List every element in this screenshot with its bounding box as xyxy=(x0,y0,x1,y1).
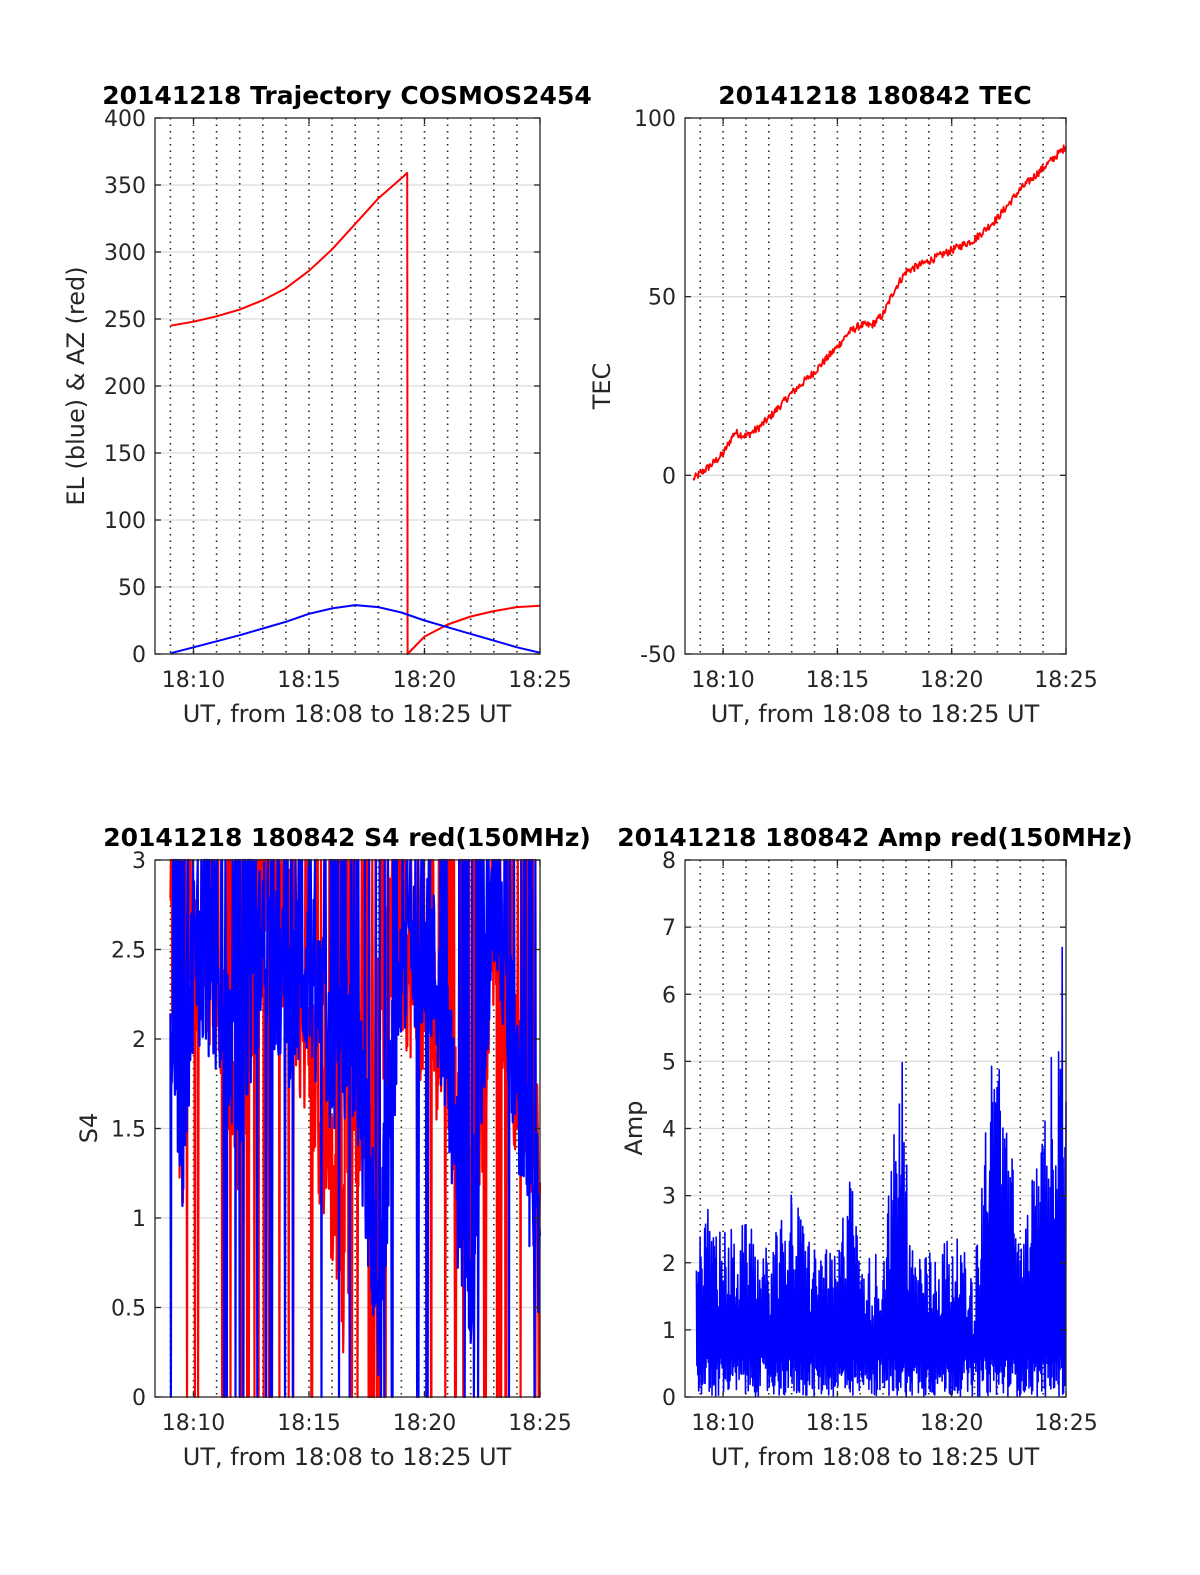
y-tick-label: 350 xyxy=(104,174,146,199)
x-tick-label: 18:20 xyxy=(393,668,456,693)
x-tick-label: 18:15 xyxy=(806,668,869,693)
series-line xyxy=(169,858,542,1399)
x-tick-label: 18:25 xyxy=(508,1411,571,1436)
series-layer xyxy=(692,144,1067,481)
x-tick-label: 18:10 xyxy=(162,1411,225,1436)
plot-area xyxy=(685,118,1066,654)
chart-title: 20141218 180842 S4 red(150MHz) xyxy=(103,823,591,852)
chart-title: 20141218 Trajectory COSMOS2454 xyxy=(102,81,592,110)
panel-amp: 0 1 2 3 4 5 6 7 8 18:10 18:15 18:20 18:25 20141218 … xyxy=(617,823,1133,1471)
y-tick-label: 2 xyxy=(662,1252,676,1277)
y-tick-label: 1 xyxy=(662,1319,676,1344)
x-tick-label: 18:25 xyxy=(1034,668,1097,693)
series-layer xyxy=(695,946,1067,1398)
x-gridlines xyxy=(169,118,518,654)
y-tick-label: 2 xyxy=(132,1028,146,1053)
y-tick-label: 4 xyxy=(662,1118,676,1143)
y-tick-label: 0.5 xyxy=(111,1297,146,1322)
y-tick-label: 50 xyxy=(118,576,146,601)
y-gridlines xyxy=(685,296,1066,476)
series-line xyxy=(170,604,541,655)
x-tick-labels: 18:10 18:15 18:20 18:25 xyxy=(691,1411,1097,1436)
y-tick-labels: 0 50 100 150 200 250 300 350 400 xyxy=(104,107,146,668)
y-axis-label: S4 xyxy=(75,1113,103,1144)
x-axis-label: UT, from 18:08 to 18:25 UT xyxy=(711,1443,1040,1471)
y-tick-label: 200 xyxy=(104,375,146,400)
chart-title: 20141218 180842 Amp red(150MHz) xyxy=(617,823,1133,852)
y-tick-label: 6 xyxy=(662,983,676,1008)
y-tick-label: 50 xyxy=(648,286,676,311)
tick-marks xyxy=(155,117,541,655)
y-tick-label: 150 xyxy=(104,442,146,467)
x-tick-labels: 18:10 18:15 18:20 18:25 xyxy=(162,1411,572,1436)
x-tick-label: 18:25 xyxy=(1034,1411,1097,1436)
panel-trajectory: 0 50 100 150 200 250 300 350 400 18:10 18:15 18:20… xyxy=(62,81,592,728)
x-tick-label: 18:10 xyxy=(162,668,225,693)
x-axis-label: UT, from 18:08 to 18:25 UT xyxy=(183,700,512,728)
y-tick-label: 100 xyxy=(104,509,146,534)
y-gridlines xyxy=(155,184,540,588)
x-tick-label: 18:15 xyxy=(277,668,340,693)
x-tick-label: 18:20 xyxy=(920,1411,983,1436)
x-tick-labels: 18:10 18:15 18:20 18:25 xyxy=(162,668,572,693)
y-tick-label: 2.5 xyxy=(111,939,146,964)
x-axis-label: UT, from 18:08 to 18:25 UT xyxy=(183,1443,512,1471)
series-line xyxy=(170,171,541,655)
y-tick-label: 5 xyxy=(662,1050,676,1075)
y-tick-labels: -50 0 50 100 xyxy=(634,107,676,668)
y-tick-label: 100 xyxy=(634,107,676,132)
tick-marks xyxy=(685,859,1067,1398)
x-axis-label: UT, from 18:08 to 18:25 UT xyxy=(711,700,1040,728)
y-tick-label: 3 xyxy=(132,849,146,874)
x-tick-label: 18:25 xyxy=(508,668,571,693)
y-tick-label: 1 xyxy=(132,1207,146,1232)
x-tick-labels: 18:10 18:15 18:20 18:25 xyxy=(691,668,1097,693)
x-gridlines xyxy=(699,118,1044,654)
x-tick-label: 18:20 xyxy=(393,1411,456,1436)
x-tick-label: 18:10 xyxy=(691,1411,754,1436)
y-tick-label: 0 xyxy=(662,464,676,489)
y-tick-label: 250 xyxy=(104,308,146,333)
y-tick-labels: 0 1 2 3 4 5 6 7 8 xyxy=(662,849,676,1411)
y-tick-label: -50 xyxy=(640,643,676,668)
y-tick-label: 0 xyxy=(662,1386,676,1411)
y-tick-labels: 0 0.5 1 1.5 2 2.5 3 xyxy=(111,849,146,1411)
y-tick-label: 8 xyxy=(662,849,676,874)
x-tick-label: 18:20 xyxy=(920,668,983,693)
series-layer xyxy=(170,171,541,655)
y-tick-label: 300 xyxy=(104,241,146,266)
chart-title: 20141218 180842 TEC xyxy=(718,81,1031,110)
x-tick-label: 18:15 xyxy=(277,1411,340,1436)
y-tick-label: 0 xyxy=(132,643,146,668)
y-tick-label: 7 xyxy=(662,916,676,941)
x-tick-label: 18:10 xyxy=(691,668,754,693)
y-axis-label: EL (blue) & AZ (red) xyxy=(62,266,90,505)
x-tick-label: 18:15 xyxy=(806,1411,869,1436)
tick-marks xyxy=(685,117,1067,655)
series-line xyxy=(692,144,1067,481)
y-axis-label: Amp xyxy=(620,1100,648,1155)
tick-marks xyxy=(155,859,541,1398)
panel-tec: -50 0 50 100 18:10 18:15 18:20 18:25 20141218 … xyxy=(588,81,1098,728)
panel-s4: 0 0.5 1 1.5 2 2.5 3 18:10 18:15 18:20 18:25 20141… xyxy=(75,823,591,1471)
y-tick-label: 400 xyxy=(104,107,146,132)
y-tick-label: 0 xyxy=(132,1386,146,1411)
y-tick-label: 3 xyxy=(662,1185,676,1210)
y-tick-label: 1.5 xyxy=(111,1118,146,1143)
series-line xyxy=(695,946,1067,1398)
axes-frame xyxy=(684,117,1067,655)
y-axis-label: TEC xyxy=(588,363,616,411)
